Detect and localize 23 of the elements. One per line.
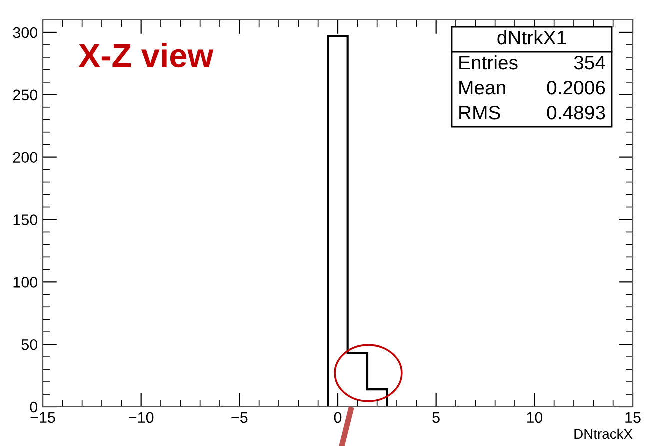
x-tick-label: 5 bbox=[432, 412, 440, 424]
x-tick-label: −5 bbox=[232, 412, 248, 424]
x-axis-title: DNtrackX bbox=[574, 428, 633, 440]
x-tick-label: −15 bbox=[30, 412, 56, 424]
annotation: dNtrkX1 bbox=[498, 30, 566, 45]
y-tick-label: 50 bbox=[22, 339, 38, 350]
y-tick-label: 300 bbox=[13, 27, 38, 38]
x-tick-label: 15 bbox=[626, 412, 641, 424]
y-tick-label: 100 bbox=[14, 277, 38, 288]
y-tick-label: 0 bbox=[30, 402, 38, 413]
x-tick-label: 10 bbox=[527, 412, 543, 424]
annotation: X-Z view bbox=[78, 43, 214, 68]
annotation: 0.4893 bbox=[547, 106, 606, 120]
annotation: 0.2006 bbox=[547, 80, 606, 95]
annotation: 354 bbox=[574, 56, 606, 70]
y-tick-label: 200 bbox=[13, 152, 38, 164]
annotation: Entries bbox=[460, 55, 518, 70]
annotation: RMS bbox=[460, 106, 500, 120]
y-tick-label: 150 bbox=[14, 214, 38, 226]
y-tick-label: 250 bbox=[13, 90, 38, 101]
x-tick-label: −10 bbox=[129, 412, 154, 424]
annotation: Mean bbox=[460, 81, 506, 95]
x-tick-label: 0 bbox=[334, 412, 342, 424]
